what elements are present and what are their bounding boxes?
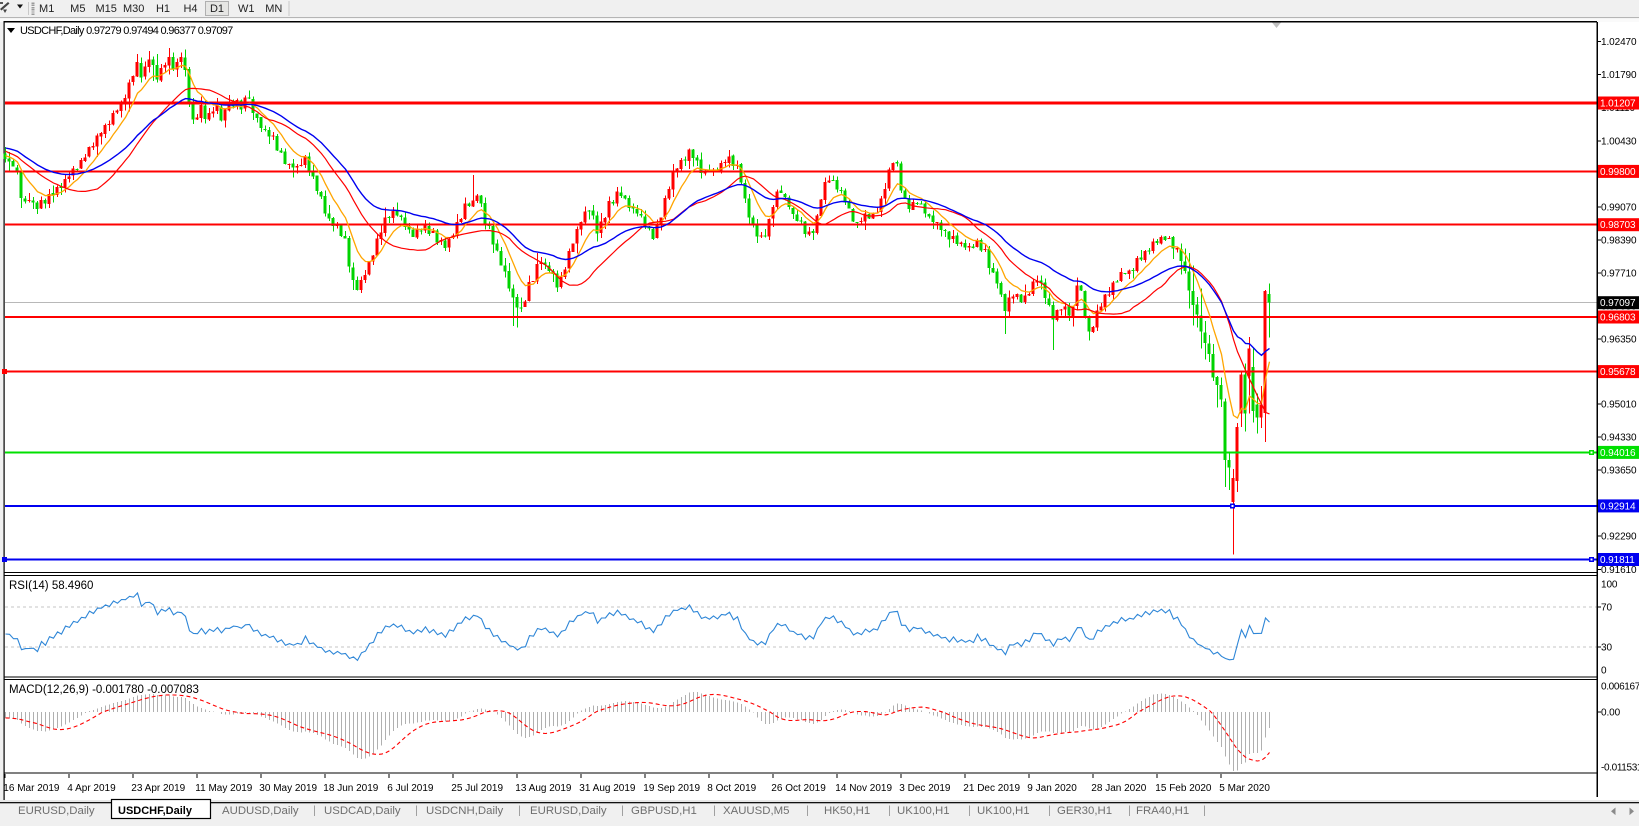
svg-text:0.95010: 0.95010 [1601,400,1637,411]
svg-text:0.91610: 0.91610 [1601,565,1637,576]
svg-text:1.02470: 1.02470 [1601,37,1637,48]
svg-text:0.92914: 0.92914 [1600,501,1636,512]
svg-text:30: 30 [1601,643,1612,654]
svg-text:|: | [713,805,716,817]
svg-text:|: | [888,805,891,817]
svg-text:M5: M5 [70,3,85,15]
svg-text:|: | [1048,805,1051,817]
svg-text:USDCHF,Daily 0.97279 0.97494: USDCHF,Daily 0.97279 0.97494 0.96377 0.9… [20,25,233,37]
svg-text:14 Nov 2019: 14 Nov 2019 [835,783,892,794]
svg-text:M1: M1 [39,3,54,15]
svg-text:0: 0 [1601,666,1607,677]
svg-text:0.98390: 0.98390 [1601,235,1637,246]
svg-text:30 May 2019: 30 May 2019 [259,783,317,794]
svg-text:0.94330: 0.94330 [1601,433,1637,444]
svg-text:0.97097: 0.97097 [1600,298,1636,309]
svg-text:|: | [518,805,521,817]
svg-text:FRA40,H1: FRA40,H1 [1136,805,1189,817]
svg-text:XAUUSD,M5: XAUUSD,M5 [723,805,789,817]
svg-text:15 Feb 2020: 15 Feb 2020 [1155,783,1212,794]
svg-text:28 Jan 2020: 28 Jan 2020 [1091,783,1146,794]
svg-text:19 Sep 2019: 19 Sep 2019 [643,783,700,794]
svg-text:|: | [621,805,624,817]
svg-text:AUDUSD,Daily: AUDUSD,Daily [222,805,299,817]
svg-text:0.94016: 0.94016 [1600,448,1636,459]
svg-text:6 Jul 2019: 6 Jul 2019 [387,783,434,794]
svg-text:D1: D1 [210,3,224,15]
svg-text:4 Apr 2019: 4 Apr 2019 [67,783,116,794]
svg-text:|: | [313,805,316,817]
svg-text:25 Jul 2019: 25 Jul 2019 [451,783,503,794]
svg-text:0.97710: 0.97710 [1601,268,1637,279]
svg-text:GER30,H1: GER30,H1 [1057,805,1112,817]
svg-text:0.99070: 0.99070 [1601,202,1637,213]
svg-text:M15: M15 [95,3,116,15]
svg-text:0.96803: 0.96803 [1600,313,1636,324]
svg-text:16 Mar 2019: 16 Mar 2019 [3,783,60,794]
svg-text:8 Oct 2019: 8 Oct 2019 [707,783,756,794]
svg-text:RSI(14) 58.4960: RSI(14) 58.4960 [9,580,93,592]
svg-text:-0.011531: -0.011531 [1601,763,1639,774]
svg-text:HK50,H1: HK50,H1 [824,805,870,817]
svg-text:23 Apr 2019: 23 Apr 2019 [131,783,185,794]
svg-text:0.00: 0.00 [1601,708,1621,719]
svg-text:5 Mar 2020: 5 Mar 2020 [1219,783,1270,794]
svg-text:0.99800: 0.99800 [1600,167,1636,178]
svg-text:26 Oct 2019: 26 Oct 2019 [771,783,826,794]
svg-text:1.01790: 1.01790 [1601,70,1637,81]
svg-text:UK100,H1: UK100,H1 [897,805,950,817]
svg-text:0.91811: 0.91811 [1600,555,1635,566]
svg-text:|: | [806,805,809,817]
svg-text:1.01207: 1.01207 [1600,99,1636,110]
svg-text:0.98703: 0.98703 [1600,220,1636,231]
svg-text:|: | [1203,805,1206,817]
svg-text:0.95678: 0.95678 [1600,367,1636,378]
svg-text:USDCNH,Daily: USDCNH,Daily [426,805,504,817]
svg-text:13 Aug 2019: 13 Aug 2019 [515,783,572,794]
svg-text:UK100,H1: UK100,H1 [977,805,1030,817]
svg-text:100: 100 [1601,580,1618,591]
svg-text:0.92290: 0.92290 [1601,532,1637,543]
svg-text:USDCAD,Daily: USDCAD,Daily [324,805,401,817]
svg-text:H1: H1 [156,3,170,15]
svg-text:0.006167: 0.006167 [1601,682,1639,693]
svg-text:1.00430: 1.00430 [1601,136,1637,147]
svg-text:W1: W1 [238,3,255,15]
svg-text:21 Dec 2019: 21 Dec 2019 [963,783,1020,794]
svg-text:|: | [1128,805,1131,817]
svg-text:3 Dec 2019: 3 Dec 2019 [899,783,951,794]
svg-text:70: 70 [1601,603,1612,614]
svg-text:GBPUSD,H1: GBPUSD,H1 [631,805,697,817]
svg-text:31 Aug 2019: 31 Aug 2019 [579,783,636,794]
svg-text:0.96350: 0.96350 [1601,335,1637,346]
svg-text:MN: MN [265,3,282,15]
svg-text:|: | [968,805,971,817]
svg-text:18 Jun 2019: 18 Jun 2019 [323,783,378,794]
svg-text:|: | [415,805,418,817]
svg-text:9 Jan 2020: 9 Jan 2020 [1027,783,1077,794]
svg-text:0.93650: 0.93650 [1601,466,1637,477]
svg-text:EURUSD,Daily: EURUSD,Daily [18,805,95,817]
svg-text:M30: M30 [123,3,144,15]
svg-text:MACD(12,26,9) -0.001780 -0.007: MACD(12,26,9) -0.001780 -0.007083 [9,684,199,696]
svg-text:USDCHF,Daily: USDCHF,Daily [118,805,193,817]
svg-text:11 May 2019: 11 May 2019 [195,783,253,794]
svg-text:EURUSD,Daily: EURUSD,Daily [530,805,607,817]
svg-text:H4: H4 [183,3,197,15]
